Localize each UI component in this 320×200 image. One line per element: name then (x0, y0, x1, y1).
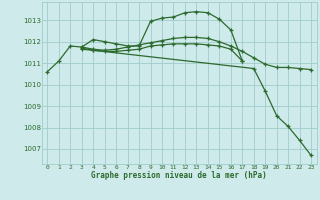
X-axis label: Graphe pression niveau de la mer (hPa): Graphe pression niveau de la mer (hPa) (91, 171, 267, 180)
